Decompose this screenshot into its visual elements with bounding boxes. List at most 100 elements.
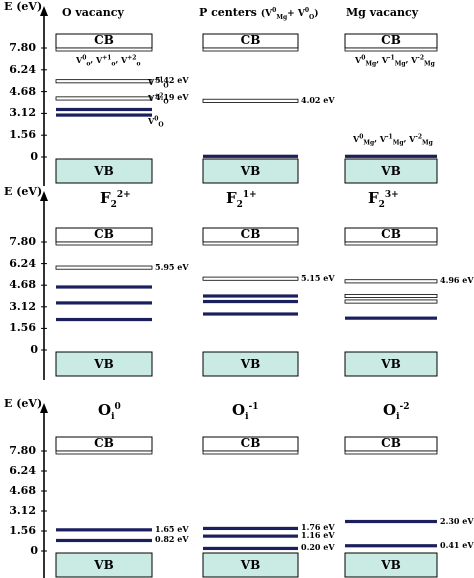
column-title: Oi-2	[383, 401, 410, 422]
vacancy-state-sub: O	[163, 98, 169, 106]
vb-species: V0Mg	[353, 133, 375, 147]
defect-level-dark	[345, 316, 437, 320]
vacancy-state-sup: 0	[154, 115, 159, 123]
y-tick-label: 1.56	[9, 128, 36, 142]
y-tick-label: 4.68	[9, 84, 36, 98]
vb-species-sup: -1	[386, 133, 393, 140]
y-tick-label: 7.80	[9, 444, 36, 457]
defect-level-dark	[56, 317, 152, 322]
conduction-band-label: CB	[94, 33, 114, 47]
title-species-1-sup: 0	[272, 7, 277, 14]
defect-level-dark	[203, 534, 298, 538]
column-title: F22+	[100, 189, 131, 210]
conduction-band-label: CB	[94, 436, 114, 450]
cb-species-base: V	[76, 54, 83, 65]
defect-level-dark	[345, 519, 437, 524]
defect-level-dark	[56, 107, 152, 112]
vacancy-state-sub: O	[158, 121, 164, 129]
column-title-sub: 2	[236, 200, 243, 210]
cb-species-sup: 0	[361, 54, 366, 61]
conduction-band-edge	[202, 450, 299, 455]
cb-species-sup: 0	[82, 54, 87, 61]
title-species-1-base: V	[265, 9, 273, 19]
y-tick-label: 1.56	[9, 524, 36, 537]
conduction-band-edge	[202, 47, 299, 52]
vacancy-state-sub: O	[163, 82, 169, 90]
title-species-1-sub: Mg	[276, 13, 288, 21]
valence-band-label: VB	[94, 164, 114, 178]
cb-species: V0o	[76, 54, 91, 68]
column-title: F21+	[226, 189, 257, 210]
cb-species-sup: +2	[127, 54, 137, 61]
vacancy-state-note: V0O	[148, 115, 164, 128]
defect-level-dark	[345, 544, 437, 548]
column-title-base: O	[383, 401, 397, 419]
vb-species-base: V	[379, 133, 387, 144]
y-tick-label: 7.80	[9, 235, 36, 248]
y-tick-label: 0	[30, 544, 38, 557]
cb-species-sub: o	[111, 60, 116, 68]
column-title-base: Mg vacancy	[346, 6, 419, 19]
column-title: Oi0	[98, 401, 121, 422]
column-title-base: O vacancy	[62, 6, 124, 19]
column-title-sup: -1	[248, 402, 259, 412]
conduction-band-edge	[202, 241, 299, 246]
title-species-2-sup: 0	[304, 7, 310, 14]
cb-species: V-1Mg	[382, 54, 406, 67]
cb-species-sub: o	[86, 60, 91, 68]
conduction-band-label: CB	[94, 227, 114, 241]
cb-species-base: V	[96, 54, 103, 65]
vacancy-state-note: V+1O	[148, 76, 169, 89]
y-tick-label: 4.68	[9, 278, 36, 292]
defect-level-label: 5.42 eV	[155, 75, 189, 86]
column-title-base: F	[226, 189, 237, 207]
column-title-sub: 2	[110, 200, 117, 210]
defect-level-dark	[345, 154, 437, 158]
cb-species-sup: -2	[417, 54, 425, 61]
vacancy-state-note: V+2O	[148, 92, 169, 105]
vb-species-sup: 0	[359, 133, 364, 140]
title-species-2: V0O	[298, 7, 314, 21]
y-tick-label: 1.56	[9, 321, 36, 335]
defect-level-dark	[203, 526, 298, 531]
defect-level-light	[55, 265, 153, 270]
cb-species: V0Mg	[355, 54, 376, 67]
column-title-species: (V0Mg+ V0O)	[260, 7, 319, 21]
conduction-band-edge	[55, 47, 153, 52]
vb-species: V-2Mg	[409, 133, 433, 146]
title-species-1: V0Mg	[265, 7, 288, 21]
conduction-band-edge	[344, 450, 438, 455]
y-tick-label: 3.12	[9, 504, 36, 517]
defect-level-light	[344, 293, 438, 298]
valence-band-label: VB	[381, 164, 401, 178]
column-title-sup: -2	[399, 402, 410, 412]
defect-level-dark	[203, 299, 298, 304]
vacancy-state: V+1O	[148, 76, 169, 90]
y-tick-label: 6.24	[9, 256, 36, 270]
defect-level-label: 2.30 eV	[440, 515, 474, 526]
defect-level-label: 5.95 eV	[155, 261, 189, 272]
defect-level-dark	[56, 301, 152, 305]
defect-level-label: 1.76 eV	[301, 522, 335, 533]
valence-band-box	[202, 158, 299, 184]
vacancy-state-base: V	[148, 93, 155, 104]
y-axis-arrow	[40, 191, 48, 201]
vb-species-sub: Mg	[363, 139, 375, 147]
vb-species-sup: -2	[415, 133, 423, 140]
column-title-sub: i	[396, 412, 400, 422]
vb-species: V-1Mg	[379, 133, 404, 146]
vb-species-base: V	[353, 133, 360, 144]
valence-band-box	[202, 552, 299, 578]
column-title-sub: 2	[378, 200, 385, 210]
defect-level-light	[202, 98, 299, 103]
column-title-base: O	[232, 401, 246, 419]
defect-level-label: 5.15 eV	[301, 272, 335, 283]
defect-level-dark	[203, 312, 298, 316]
conduction-band-edge	[55, 450, 153, 455]
conduction-band-label: CB	[240, 33, 261, 47]
valence-band-label: VB	[381, 357, 401, 371]
cb-species-note: V0o, V+1o, V+2o	[76, 54, 141, 68]
cb-species-sup: +1	[102, 54, 112, 61]
cb-species-sub: o	[136, 60, 141, 68]
